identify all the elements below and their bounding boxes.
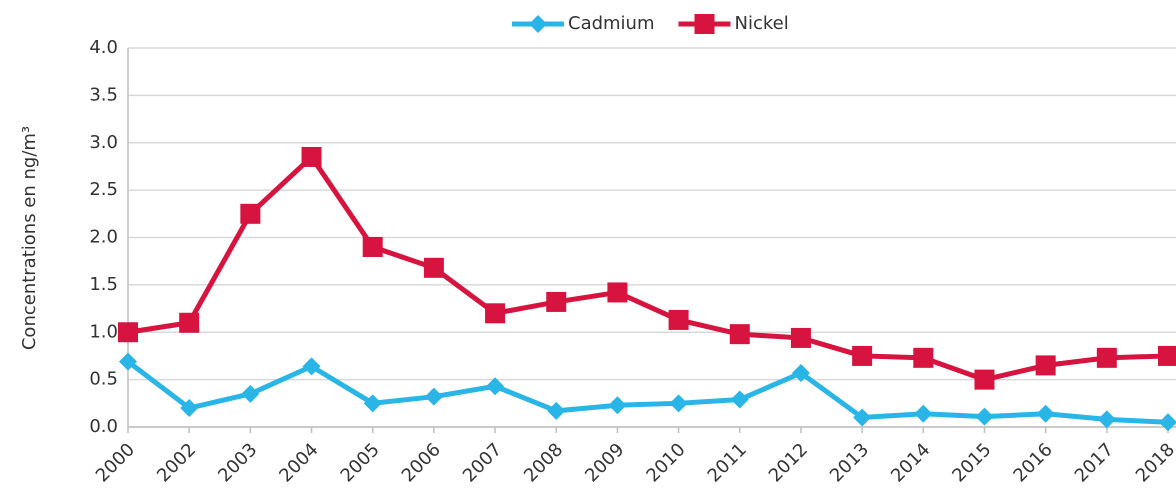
marker — [975, 407, 994, 426]
marker — [1035, 355, 1056, 376]
marker — [607, 282, 628, 303]
marker — [913, 347, 934, 368]
x-tick-label: 2015 — [948, 439, 995, 486]
marker — [729, 324, 750, 345]
x-tick-label: 2014 — [887, 439, 934, 486]
marker — [240, 203, 261, 224]
y-tick-label: 0.0 — [89, 416, 118, 437]
y-tick-label: 3.0 — [89, 132, 118, 153]
marker — [302, 357, 321, 376]
x-tick-label: 2017 — [1071, 439, 1118, 486]
legend-marker — [529, 15, 547, 33]
marker — [118, 322, 138, 343]
marker — [730, 390, 749, 409]
x-tick-label: 2008 — [520, 439, 567, 486]
x-tick-label: 2005 — [337, 439, 384, 486]
x-tick-label: 2016 — [1009, 439, 1056, 486]
marker — [362, 236, 383, 257]
marker — [1159, 413, 1176, 432]
marker — [1097, 410, 1116, 429]
legend-label: Cadmium — [568, 13, 655, 34]
y-tick-label: 1.5 — [89, 274, 118, 295]
x-tick-label: 2006 — [398, 439, 445, 486]
y-tick-label: 1.0 — [89, 321, 118, 342]
marker — [914, 404, 933, 423]
legend-marker — [694, 14, 715, 34]
y-tick-label: 0.5 — [89, 369, 118, 390]
marker — [241, 384, 260, 403]
marker — [790, 327, 811, 348]
y-tick-label: 3.5 — [89, 84, 118, 105]
legend-label: Nickel — [735, 13, 789, 34]
marker — [668, 309, 689, 330]
marker — [547, 401, 566, 420]
marker — [852, 345, 873, 366]
x-tick-label: 2013 — [826, 439, 873, 486]
marker — [424, 387, 443, 406]
marker — [301, 146, 322, 167]
marker — [791, 363, 810, 382]
marker — [546, 291, 567, 312]
marker — [974, 369, 995, 390]
marker — [423, 257, 444, 278]
marker — [485, 303, 506, 324]
x-tick-label: 2003 — [214, 439, 261, 486]
x-tick-label: 2012 — [765, 439, 812, 486]
y-axis-label: Concentrations en ng/m³ — [19, 126, 40, 350]
x-tick-label: 2018 — [1132, 439, 1176, 486]
marker — [1096, 347, 1117, 368]
x-tick-label: 2002 — [153, 439, 200, 486]
marker — [1036, 404, 1055, 423]
marker — [363, 394, 382, 413]
marker — [486, 377, 505, 396]
marker — [669, 394, 688, 413]
y-tick-label: 4.0 — [89, 37, 118, 58]
x-tick-label: 2009 — [581, 439, 628, 486]
marker — [119, 352, 137, 371]
x-tick-label: 2004 — [275, 439, 322, 486]
marker — [853, 408, 872, 427]
x-tick-label: 2007 — [459, 439, 506, 486]
marker — [1158, 345, 1176, 366]
x-tick-label: 2010 — [642, 439, 689, 486]
y-tick-label: 2.5 — [89, 179, 118, 200]
y-tick-label: 2.0 — [89, 227, 118, 248]
series-line — [127, 154, 1169, 383]
marker — [179, 312, 200, 333]
x-tick-label: 2011 — [704, 439, 751, 486]
marker — [608, 396, 627, 415]
x-tick-label: 2000 — [92, 439, 139, 486]
series-line — [126, 359, 1169, 425]
marker — [180, 399, 199, 418]
